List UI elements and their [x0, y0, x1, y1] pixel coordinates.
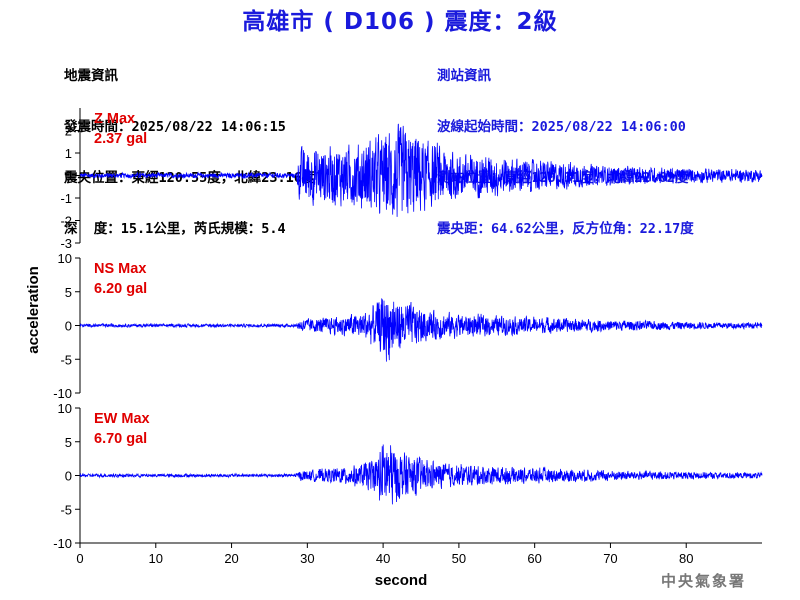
x-tick-label: 0	[76, 551, 83, 566]
y-tick-label-ew: 0	[65, 469, 72, 484]
epicentral-distance: 震央距：64.62公里，反方位角：22.17度	[437, 221, 694, 237]
y-tick-label-ew: -10	[53, 536, 72, 551]
y-tick-label-z: 0	[65, 169, 72, 184]
x-tick-label: 30	[300, 551, 314, 566]
x-tick-label: 40	[376, 551, 390, 566]
trace-ew	[79, 444, 763, 505]
y-tick-label-ew: 10	[58, 401, 72, 416]
y-axis-label-wrap: acceleration	[25, 266, 42, 354]
max-label-z: Z Max	[94, 111, 135, 127]
y-tick-label-ew: 5	[65, 435, 72, 450]
quake-info-heading: 地震資訊	[64, 68, 118, 84]
trace-ns	[79, 298, 763, 362]
x-axis-label: second	[375, 572, 428, 589]
x-tick-label: 20	[224, 551, 238, 566]
x-tick-label: 60	[527, 551, 541, 566]
trace-z	[79, 123, 763, 217]
wave-start-time: 波線起始時間：2025/08/22 14:06:00	[437, 119, 686, 135]
y-tick-label-z: 2	[65, 124, 72, 139]
y-tick-label-z: -2	[60, 214, 72, 229]
y-tick-label-ns: -5	[60, 352, 72, 367]
max-value-ns: 6.20 gal	[94, 281, 147, 297]
y-tick-label-z: -1	[60, 191, 72, 206]
y-tick-label-ew: -5	[60, 502, 72, 517]
y-tick-label-z: -3	[60, 236, 72, 251]
y-tick-label-ns: 0	[65, 319, 72, 334]
x-tick-label: 10	[149, 551, 163, 566]
y-tick-label-ns: -10	[53, 386, 72, 401]
max-value-ew: 6.70 gal	[94, 431, 147, 447]
agency-footer: 中央氣象署	[660, 572, 746, 590]
depth-magnitude: 深 度：15.1公里，芮氏規模：5.4	[64, 221, 286, 237]
y-axis-label: acceleration	[25, 266, 42, 354]
page-title: 高雄市 ( D106 ) 震度：2級	[242, 9, 558, 35]
max-value-z: 2.37 gal	[94, 131, 147, 147]
origin-time: 發震時間：2025/08/22 14:06:15	[64, 119, 286, 135]
y-tick-label-ns: 5	[65, 285, 72, 300]
max-label-ew: EW Max	[94, 411, 150, 427]
quake-info: 地震資訊 發震時間：2025/08/22 14:06:15 震央位置：東經120…	[64, 34, 315, 255]
epicenter: 震央位置：東經120.55度，北緯23.16度	[64, 170, 316, 186]
max-label-ns: NS Max	[94, 261, 146, 277]
x-tick-label: 70	[603, 551, 617, 566]
y-tick-label-ns: 10	[58, 251, 72, 266]
y-tick-label-z: 1	[65, 146, 72, 161]
station-info-heading: 測站資訊	[437, 68, 491, 84]
x-tick-label: 50	[452, 551, 466, 566]
x-tick-label: 80	[679, 551, 693, 566]
